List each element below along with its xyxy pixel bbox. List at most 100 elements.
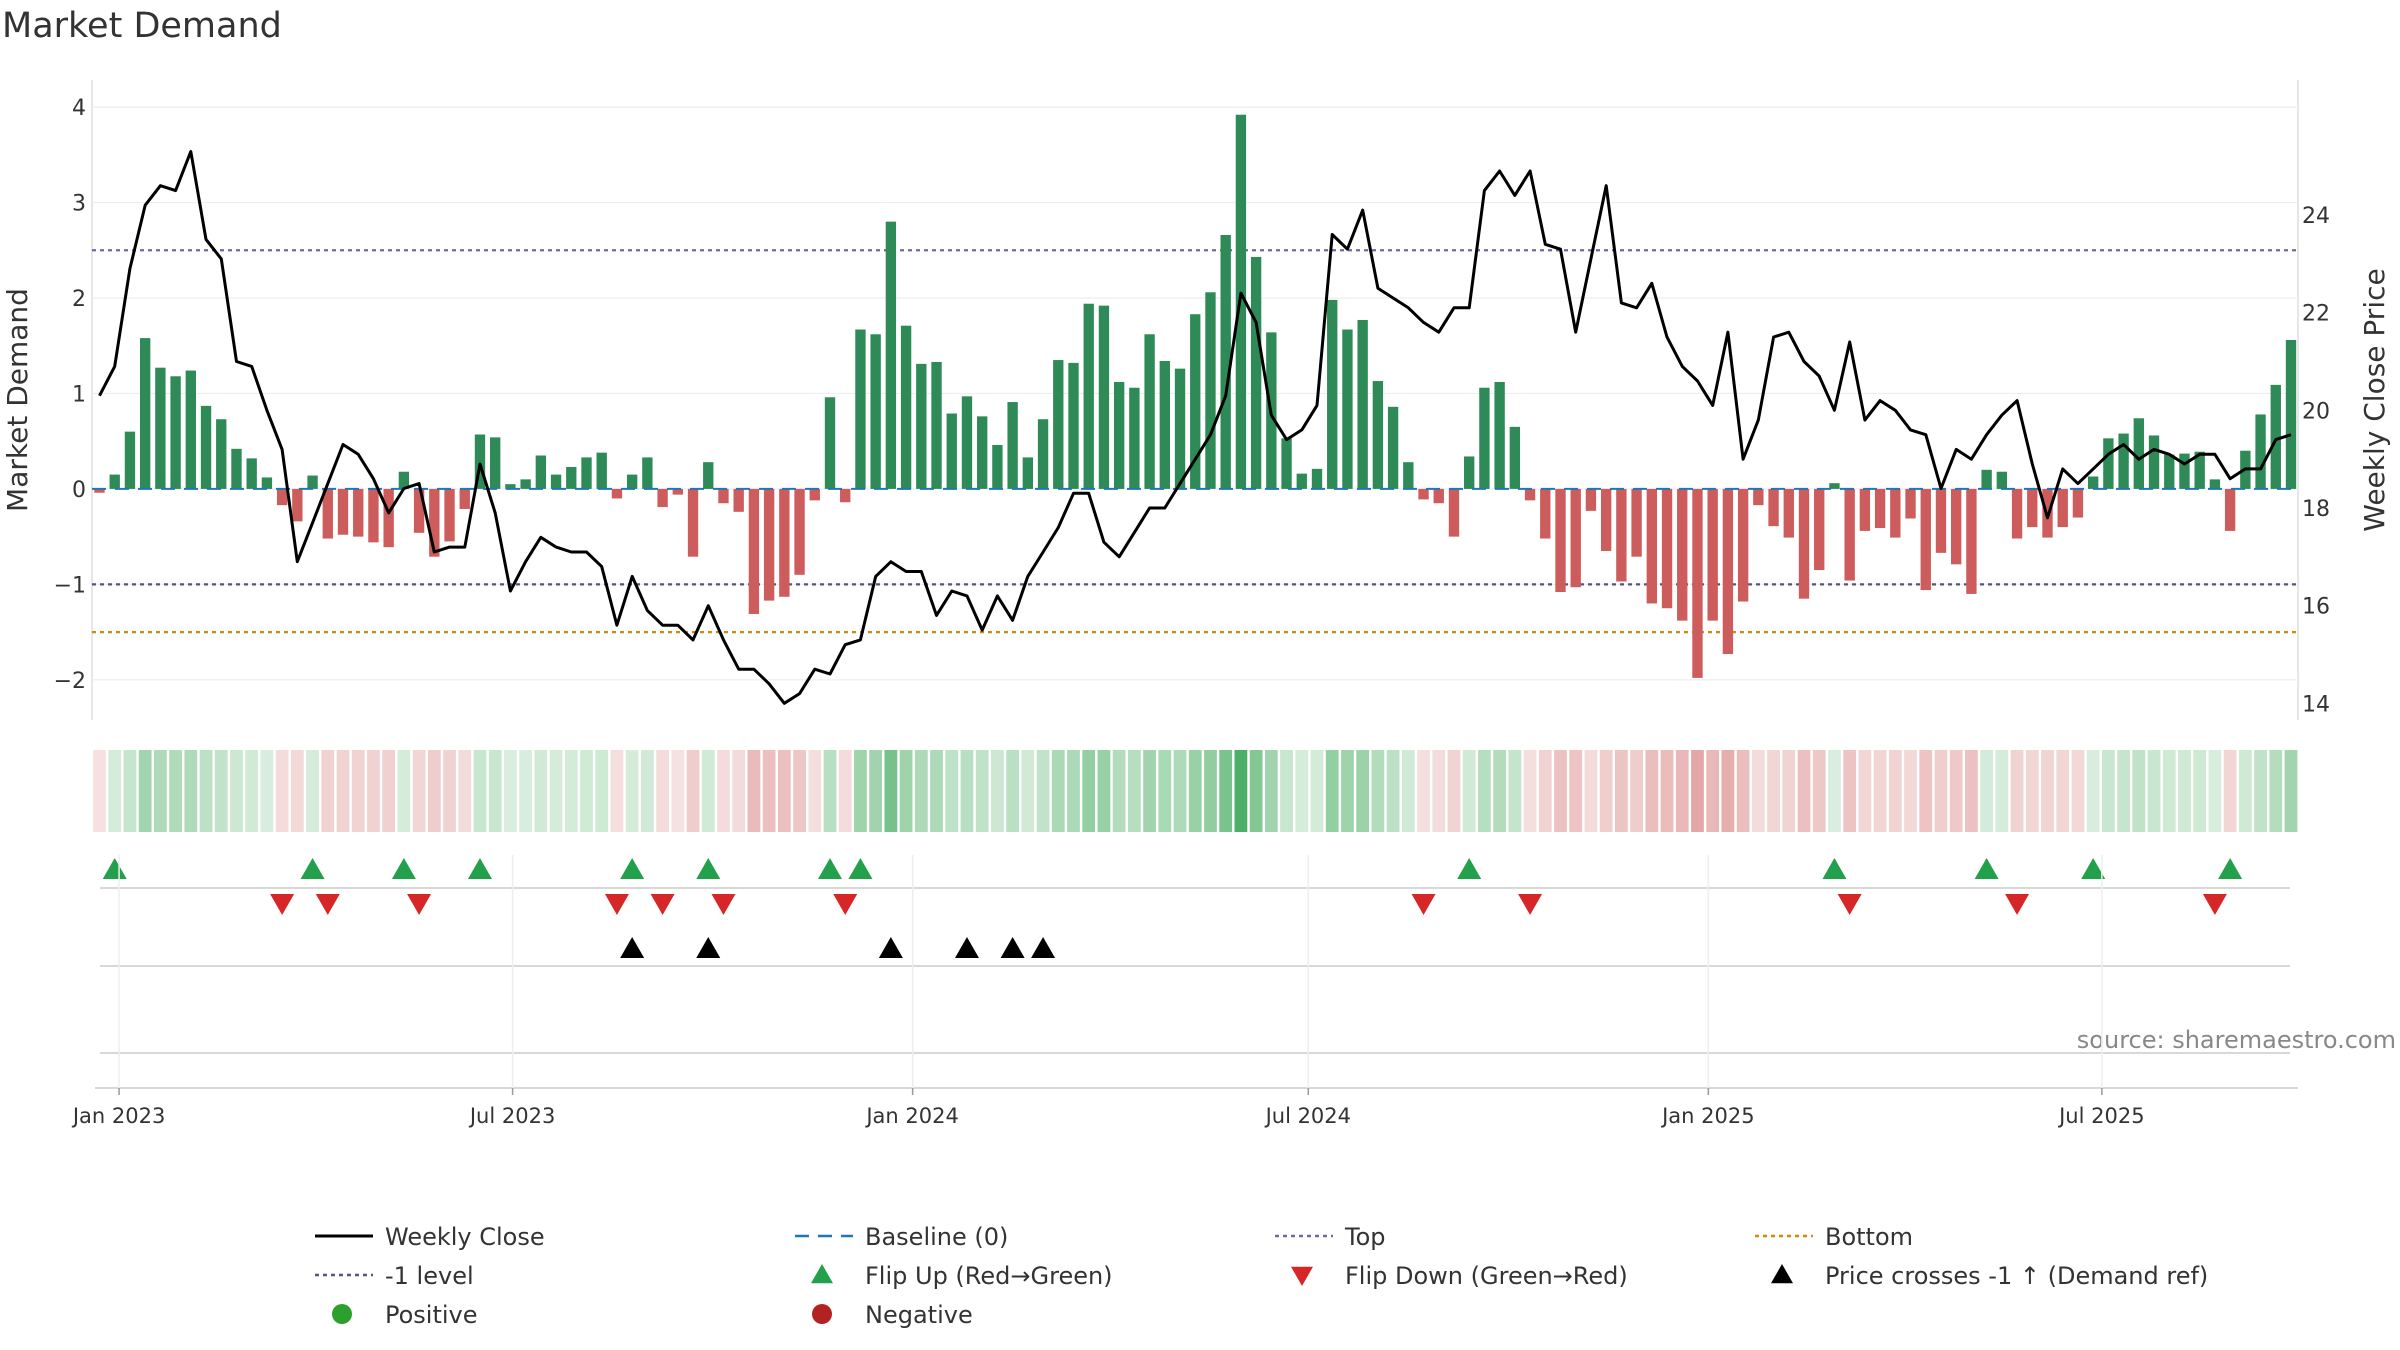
heat-strip-cell [1538,750,1552,832]
price-cross-marker [1031,937,1056,958]
heat-strip-cell [321,750,335,832]
heat-strip-cell [2269,750,2283,832]
demand-bar [1113,382,1125,489]
demand-bar [2270,384,2281,489]
demand-bar [1722,488,1734,655]
demand-bar [626,474,638,489]
right-axis-label: Weekly Close Price [2358,268,2391,531]
heat-strip-cell [2086,750,2100,832]
legend-label: Price crosses -1 ↑ (Demand ref) [1825,1262,2208,1290]
flip-up-marker [2081,858,2106,879]
legend-item: -1 level [315,1262,474,1290]
flip-up-marker [300,858,325,879]
heat-strip-cell [610,750,624,832]
demand-bar [1737,488,1749,602]
legend-label: Flip Down (Green→Red) [1345,1262,1628,1290]
right-tick-label: 16 [2302,595,2330,620]
heat-strip-cell [153,750,167,832]
legend-label: Negative [865,1301,973,1329]
legend-label: Flip Up (Red→Green) [865,1262,1113,1290]
demand-bar [2103,438,2114,489]
demand-bar [1905,488,1916,519]
demand-bar [840,488,851,503]
heat-strip-cell [1828,750,1841,832]
heat-strip-cell [2071,750,2085,832]
flip-up-marker [620,858,645,879]
heat-strip-cell [1264,750,1278,832]
heat-strip-cell [199,750,213,832]
flip-down-marker [2005,894,2030,915]
demand-bar [1661,488,1673,609]
heat-strip-cell [1204,750,1217,832]
heat-strip-cell [762,750,776,832]
heat-strip-cell [1432,750,1446,832]
demand-bar [1631,488,1642,557]
flip-up-marker [696,858,721,879]
heat-strip-cell [427,750,441,832]
heat-strip-cell [2117,750,2130,832]
heat-strip-cell [1158,750,1172,832]
demand-bar [1768,488,1779,527]
heat-strip-cell [823,750,837,832]
right-tick-label: 24 [2302,204,2330,229]
demand-bar [383,488,394,548]
left-tick-label: 3 [72,192,86,217]
demand-bar [1387,406,1399,489]
flip-up-marker [848,858,873,879]
demand-bar [2148,435,2160,489]
x-tick-label: Jan 2025 [1660,1104,1755,1128]
price-cross-marker [1000,937,1025,958]
legend-label: Bottom [1825,1223,1913,1251]
heat-strip-cell [230,750,243,832]
weekly-close-line [98,150,2292,705]
heat-strip-cell [2132,750,2146,832]
heat-strip-cell [580,750,593,832]
heat-strip-cell [1782,750,1796,832]
demand-bar [1829,483,1840,489]
heat-strip-cell [1112,750,1126,832]
heat-strip-cell [625,750,639,832]
heat-strip-cell [717,750,730,832]
heat-strip-cell [686,750,700,832]
demand-bar [1220,235,1231,489]
demand-bar [1966,488,1977,594]
flip-down-marker [650,894,675,915]
heat-strip-cell [1219,750,1233,832]
heat-strip-cell [245,750,259,832]
price-cross-marker [696,937,721,958]
heat-strip-cell [412,750,426,832]
demand-bar [2072,488,2084,518]
demand-bar [1509,426,1521,489]
demand-bar [216,419,227,489]
source-note: source: sharemaestro.com [2077,1026,2396,1054]
legend-circle-icon [332,1304,352,1324]
heat-strip-cell [945,750,959,832]
demand-bar [1814,488,1825,571]
demand-bar [322,488,333,539]
heat-strip-cell [808,750,822,832]
heat-strip-cell [1660,750,1674,832]
demand-bar [1250,256,1262,489]
legend-item: Top [1275,1223,1386,1251]
demand-bar [1418,488,1429,500]
demand-bar [1996,471,2008,489]
heat-strip-cell [504,750,517,832]
demand-bar [337,488,349,535]
heat-strip-cell [1067,750,1080,832]
right-tick-label: 14 [2302,692,2330,717]
demand-bar [961,396,973,489]
flip-down-marker [315,894,340,915]
heat-strip-cell [2041,750,2054,832]
heat-strip-cell [793,750,806,832]
legend-triangle-down-icon [1291,1266,1313,1286]
heat-strip-cell [351,750,365,832]
legend: Weekly Close Baseline (0) Top Bottom -1 leve… [315,1223,2208,1329]
heat-strip-cell [306,750,319,832]
demand-bar [1524,488,1536,501]
demand-bar [1037,419,1049,489]
heat-strip-cell [367,750,380,832]
right-tick-label: 20 [2302,399,2330,424]
flip-down-marker [711,894,736,915]
left-tick-label: −2 [54,669,86,694]
demand-bar [1174,368,1186,489]
